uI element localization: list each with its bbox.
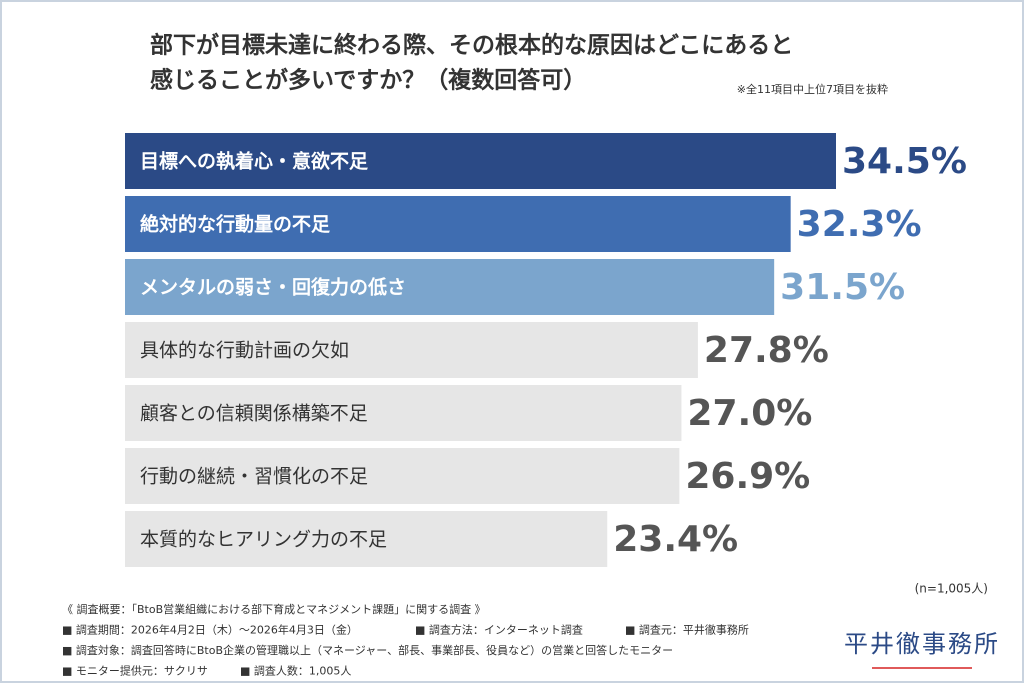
logo: 平井徹事務所 <box>844 630 1000 658</box>
bar <box>125 511 608 567</box>
bar <box>125 259 775 315</box>
category-label: 行動の継続・習慣化の不足 <box>140 466 368 488</box>
value-label: 26.9% <box>685 456 810 497</box>
category-label: 本質的なヒアリング力の不足 <box>140 529 387 551</box>
bar <box>125 448 680 504</box>
chart-title: 感じることが多いですか？（複数回答可） <box>150 67 586 94</box>
category-label: 目標への執着心・意欲不足 <box>140 150 369 173</box>
value-label: 27.8% <box>704 330 829 371</box>
chart-title: 部下が目標未達に終わる際、その根本的な原因はどこにあると <box>150 32 793 59</box>
value-label: 23.4% <box>613 519 738 560</box>
value-label: 34.5% <box>842 141 967 182</box>
category-label: 具体的な行動計画の欠如 <box>140 340 349 362</box>
footnote: ■ 調査期間：2026年4月2日（木）〜2026年4月3日（金） <box>62 623 358 637</box>
sample-size: (n=1,005人) <box>915 582 988 596</box>
footnote: ■ 調査人数：1,005人 <box>240 664 351 678</box>
footnote: ■ モニター提供元：サクリサ <box>62 664 208 678</box>
note: ※全11項目中上位7項目を抜粋 <box>737 82 888 96</box>
value-label: 32.3% <box>797 204 922 245</box>
value-label: 27.0% <box>687 393 812 434</box>
footnote: ■ 調査方法：インターネット調査 <box>415 623 583 637</box>
footnote: 《 調査概要：「BtoB営業組織における部下育成とマネジメント課題」に関する調査… <box>62 602 486 616</box>
footnote: ■ 調査元：平井徹事務所 <box>625 623 749 637</box>
bar <box>125 133 836 189</box>
category-label: 顧客との信頼関係構築不足 <box>140 403 368 425</box>
category-label: 絶対的な行動量の不足 <box>140 213 331 236</box>
footnote: ■ 調査対象：調査回答時にBtoB企業の管理職以上（マネージャー、部長、事業部長… <box>62 643 673 657</box>
bar <box>125 385 682 441</box>
category-label: メンタルの弱さ・回復力の低さ <box>140 276 406 299</box>
bar <box>125 322 698 378</box>
value-label: 31.5% <box>780 267 905 308</box>
bar <box>125 196 791 252</box>
